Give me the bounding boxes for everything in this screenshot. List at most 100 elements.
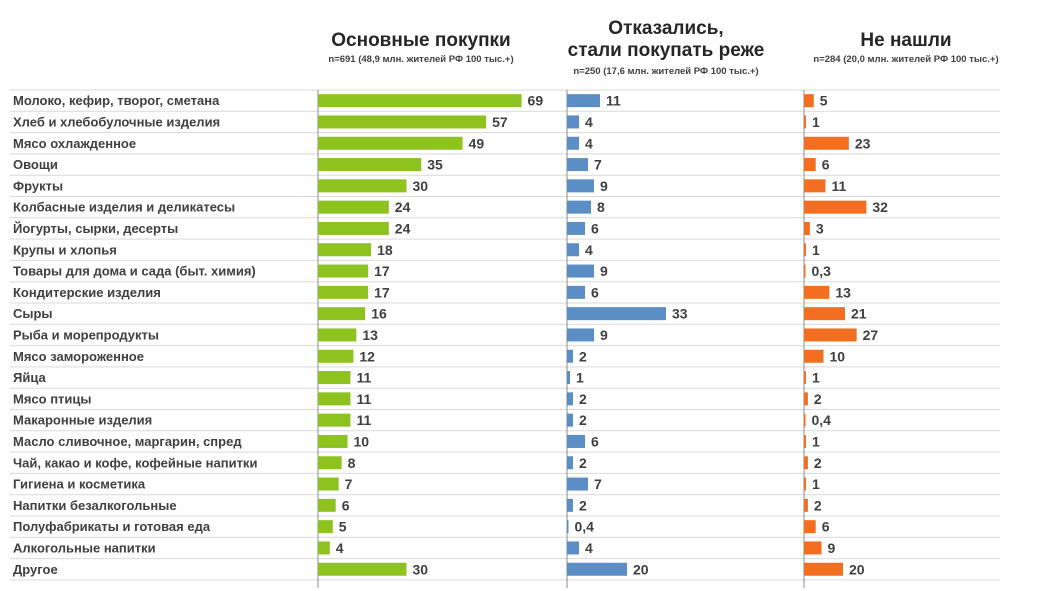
- bar-series-2: [567, 562, 627, 576]
- category-label: Полуфабрикаты и готовая еда: [13, 519, 211, 534]
- bar-series-1: [318, 285, 369, 299]
- category-label: Масло сливочное, маргарин, спред: [13, 434, 242, 449]
- data-label-series-3: 3: [816, 220, 824, 236]
- data-label-series-3: 32: [872, 199, 888, 215]
- data-label-series-1: 11: [356, 412, 371, 428]
- bar-series-1: [318, 221, 389, 235]
- data-label-series-1: 10: [354, 433, 370, 449]
- bar-series-1: [318, 264, 369, 278]
- data-label-series-2: 33: [672, 306, 688, 322]
- bar-series-1: [318, 179, 407, 193]
- category-label: Чай, какао и кофе, кофейные напитки: [13, 455, 257, 470]
- data-label-series-2: 2: [579, 412, 587, 428]
- data-label-series-2: 6: [591, 433, 599, 449]
- data-label-series-2: 2: [579, 497, 587, 513]
- bar-series-1: [318, 498, 336, 512]
- data-label-series-3: 20: [849, 561, 865, 577]
- bar-series-2: [567, 498, 573, 512]
- data-label-series-1: 49: [469, 135, 485, 151]
- data-label-series-1: 57: [492, 114, 508, 130]
- bar-series-3: [804, 371, 806, 385]
- bar-series-1: [318, 392, 351, 406]
- data-label-series-3: 0,3: [812, 263, 832, 279]
- bar-series-3: [804, 200, 867, 214]
- bar-series-3: [804, 541, 822, 555]
- data-label-series-1: 5: [339, 519, 347, 535]
- bar-series-2: [567, 94, 600, 108]
- bar-series-1: [318, 115, 487, 129]
- bar-series-2: [567, 541, 579, 555]
- bar-series-3: [804, 434, 806, 448]
- bar-series-1: [318, 328, 357, 342]
- bar-series-1: [318, 456, 342, 470]
- bar-series-2: [567, 328, 594, 342]
- category-label: Мясо замороженное: [13, 349, 144, 364]
- data-label-series-2: 20: [633, 561, 649, 577]
- bar-series-2: [567, 221, 585, 235]
- category-label: Напитки безалкогольные: [13, 498, 177, 513]
- data-label-series-2: 9: [600, 263, 608, 279]
- data-label-series-1: 11: [356, 391, 371, 407]
- bar-series-1: [318, 94, 522, 108]
- data-label-series-1: 18: [377, 242, 393, 258]
- category-label: Рыба и морепродукты: [13, 327, 159, 342]
- data-label-series-3: 11: [831, 178, 846, 194]
- data-label-series-1: 11: [356, 370, 371, 386]
- bar-series-3: [804, 413, 806, 427]
- data-label-series-2: 1: [576, 370, 584, 386]
- bar-series-1: [318, 371, 351, 385]
- data-label-series-2: 7: [594, 476, 602, 492]
- data-label-series-3: 1: [812, 433, 820, 449]
- bar-series-3: [804, 158, 816, 172]
- series-3-subtitle: n=284 (20,0 млн. жителей РФ 100 тыс.+): [813, 54, 999, 65]
- category-label: Мясо охлажденное: [13, 136, 136, 151]
- data-label-series-3: 23: [855, 135, 871, 151]
- data-label-series-1: 30: [413, 178, 429, 194]
- data-label-series-1: 12: [359, 348, 375, 364]
- bar-series-2: [567, 264, 594, 278]
- category-label: Алкогольные напитки: [13, 540, 156, 555]
- bar-series-1: [318, 477, 339, 491]
- bar-series-1: [318, 541, 330, 555]
- data-label-series-2: 2: [579, 348, 587, 364]
- data-label-series-2: 6: [591, 284, 599, 300]
- bar-series-2: [567, 158, 588, 172]
- bar-series-3: [804, 498, 808, 512]
- bar-series-1: [318, 434, 348, 448]
- bar-series-2: [567, 285, 585, 299]
- data-label-series-3: 1: [812, 242, 820, 258]
- bar-series-2: [567, 349, 573, 363]
- bar-series-2: [567, 371, 570, 385]
- data-label-series-1: 6: [342, 497, 350, 513]
- bar-series-3: [804, 307, 845, 321]
- data-label-series-2: 4: [585, 114, 593, 130]
- category-label: Мясо птицы: [13, 391, 92, 406]
- category-label: Кондитерские изделия: [13, 285, 161, 300]
- bar-series-1: [318, 562, 407, 576]
- data-label-series-1: 13: [362, 327, 378, 343]
- category-label: Молоко, кефир, творог, сметана: [13, 93, 220, 108]
- bar-series-1: [318, 520, 333, 534]
- data-label-series-2: 4: [585, 135, 593, 151]
- bar-series-3: [804, 115, 806, 129]
- bar-series-3: [804, 349, 824, 363]
- bar-series-3: [804, 520, 816, 534]
- data-label-series-2: 11: [606, 93, 621, 109]
- category-label: Сыры: [13, 306, 53, 321]
- category-label: Другое: [13, 562, 58, 577]
- category-label: Йогурты, сырки, десерты: [13, 221, 178, 236]
- data-label-series-3: 21: [851, 306, 867, 322]
- bar-series-1: [318, 349, 354, 363]
- data-label-series-3: 9: [828, 540, 836, 556]
- bar-series-2: [567, 520, 569, 534]
- data-label-series-2: 2: [579, 391, 587, 407]
- data-label-series-2: 7: [594, 157, 602, 173]
- bar-series-2: [567, 243, 579, 257]
- data-label-series-3: 0,4: [812, 412, 832, 428]
- data-label-series-3: 1: [812, 476, 820, 492]
- data-label-series-1: 24: [395, 220, 411, 236]
- data-label-series-3: 2: [814, 391, 822, 407]
- data-label-series-1: 7: [345, 476, 353, 492]
- bar-series-3: [804, 285, 830, 299]
